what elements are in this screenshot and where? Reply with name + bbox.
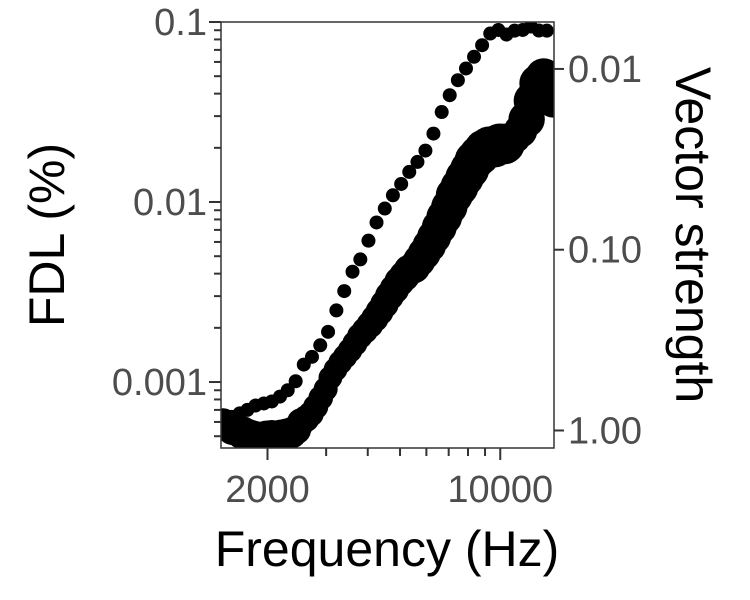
- data-point-small: [337, 284, 352, 299]
- data-point-small: [280, 383, 295, 398]
- data-point-small: [539, 23, 554, 38]
- data-point-small: [369, 215, 384, 230]
- y-tick-label: 0.001: [112, 362, 207, 404]
- x-axis-title: Frequency (Hz): [215, 521, 560, 577]
- data-point-small: [321, 324, 336, 339]
- data-point-small: [394, 176, 409, 191]
- y2-axis-title: Vector strength: [665, 67, 721, 403]
- plot-clip-region: [221, 22, 554, 448]
- y2-tick-label: 1.00: [568, 410, 642, 452]
- data-point-small: [475, 38, 490, 53]
- y-axis-title: FDL (%): [19, 143, 75, 327]
- data-point-small: [304, 349, 319, 364]
- data-point-large: [536, 83, 554, 118]
- data-point-small: [426, 126, 441, 141]
- data-point-small: [410, 154, 425, 169]
- plot-frame: [220, 21, 555, 449]
- x-tick-label: 10000: [447, 469, 553, 511]
- data-point-small: [345, 264, 360, 279]
- data-point-small: [442, 88, 457, 103]
- x-axis: 2000 10000: [225, 448, 553, 511]
- data-point-small: [402, 164, 417, 179]
- data-point-small: [361, 233, 376, 248]
- data-point-small: [450, 73, 465, 88]
- data-marks: [221, 22, 554, 448]
- left-y-axis: 0.001 0.01 0.1: [112, 2, 221, 438]
- x-tick-label: 2000: [225, 469, 310, 511]
- data-point-small: [458, 61, 473, 76]
- data-point-small: [377, 201, 392, 216]
- data-point-small: [418, 143, 433, 158]
- data-point-small: [467, 49, 482, 64]
- data-point-small: [385, 188, 400, 203]
- y2-tick-label: 0.01: [568, 49, 642, 91]
- data-point-small: [353, 252, 368, 267]
- right-y-axis: 0.01 0.10 1.00: [554, 49, 642, 452]
- data-point-small: [288, 374, 303, 389]
- data-point-small: [313, 338, 328, 353]
- y-tick-label: 0.1: [154, 2, 207, 44]
- y-tick-label: 0.01: [133, 182, 207, 224]
- data-point-small: [434, 105, 449, 120]
- data-point-small: [329, 303, 344, 318]
- y2-tick-label: 0.10: [568, 230, 642, 272]
